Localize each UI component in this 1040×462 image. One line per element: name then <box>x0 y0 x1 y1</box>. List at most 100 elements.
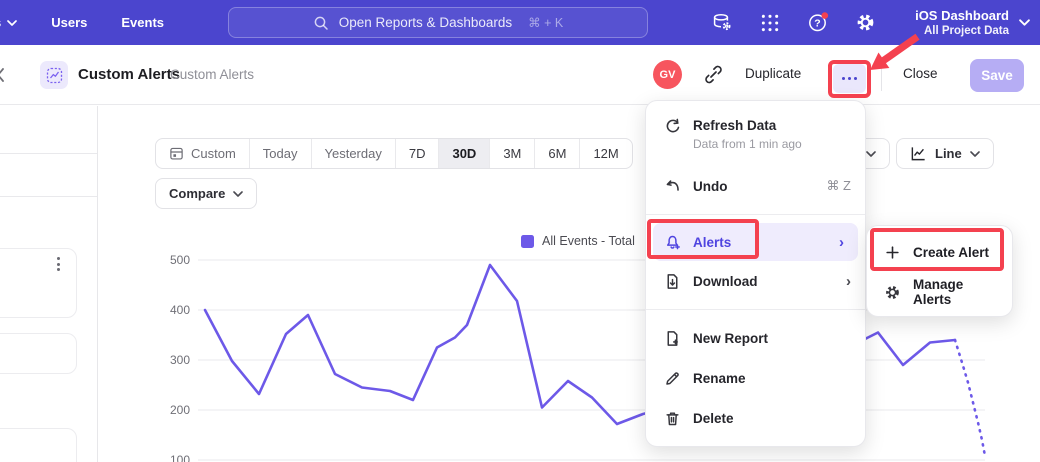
chevron-down-icon <box>233 191 243 197</box>
app-root: s Users Events Open Reports & Dashboards… <box>0 0 1040 462</box>
svg-text:200: 200 <box>170 403 190 417</box>
close-button[interactable]: Close <box>903 66 938 81</box>
nav-item-clipped[interactable]: s <box>0 15 17 30</box>
project-picker[interactable]: iOS Dashboard All Project Data <box>915 0 1030 45</box>
report-header: Custom Alerts Custom Alerts GV Duplicate… <box>0 45 1040 105</box>
chevron-down-icon <box>866 151 876 157</box>
save-button[interactable]: Save <box>970 59 1024 92</box>
nav-item-clipped-label: s <box>0 15 1 30</box>
legend-swatch <box>521 235 534 248</box>
search-shortcut: ⌘ + K <box>528 15 563 30</box>
refresh-status-text: Data from 1 min ago <box>693 137 802 151</box>
legend-label: All Events - Total <box>542 234 635 248</box>
kebab-menu-icon[interactable] <box>57 257 60 271</box>
header-divider <box>881 59 882 91</box>
apps-grid-icon[interactable] <box>758 11 781 34</box>
range-12m[interactable]: 12M <box>579 139 631 168</box>
project-name: iOS Dashboard <box>915 8 1009 24</box>
page-title: Custom Alerts <box>78 66 180 83</box>
range-6m[interactable]: 6M <box>534 139 579 168</box>
breadcrumb: Custom Alerts <box>170 67 254 82</box>
submenu-item-manage-alerts[interactable]: Manage Alerts <box>867 272 1012 312</box>
submenu-item-create-alert[interactable]: Create Alert <box>867 232 1012 272</box>
sidebar-divider <box>0 196 97 197</box>
new-report-icon <box>663 330 681 347</box>
menu-divider <box>646 214 865 215</box>
menu-item-rename[interactable]: Rename <box>646 358 865 398</box>
line-chart-icon <box>910 145 927 162</box>
svg-text:?: ? <box>814 18 820 30</box>
alerts-bell-icon <box>663 234 681 251</box>
chevron-down-icon <box>7 20 17 26</box>
menu-label: Undo <box>693 179 728 194</box>
gear-icon <box>883 284 901 301</box>
search-input[interactable]: Open Reports & Dashboards ⌘ + K <box>228 7 648 38</box>
range-custom[interactable]: Custom <box>156 139 249 168</box>
compare-button[interactable]: Compare <box>155 178 257 209</box>
alerts-submenu: Create Alert Manage Alerts <box>866 225 1013 317</box>
top-nav-bar: s Users Events Open Reports & Dashboards… <box>0 0 1040 45</box>
chevron-down-icon <box>970 151 980 157</box>
menu-item-refresh-data[interactable]: Refresh Data Data from 1 min ago <box>646 111 865 163</box>
menu-item-new-report[interactable]: New Report <box>646 318 865 358</box>
chart-legend[interactable]: All Events - Total <box>521 234 635 248</box>
calendar-icon <box>169 146 184 161</box>
help-icon[interactable]: ? <box>806 11 829 34</box>
sidebar-card[interactable] <box>0 428 77 462</box>
range-today[interactable]: Today <box>249 139 311 168</box>
menu-label: Manage Alerts <box>913 277 998 307</box>
menu-label: Delete <box>693 411 734 426</box>
rename-pencil-icon <box>663 370 681 387</box>
menu-label: Alerts <box>693 235 731 250</box>
search-icon <box>313 15 329 31</box>
nav-item-events[interactable]: Events <box>121 15 164 30</box>
svg-text:300: 300 <box>170 353 190 367</box>
range-3m[interactable]: 3M <box>489 139 534 168</box>
svg-text:100: 100 <box>170 453 190 462</box>
menu-item-delete[interactable]: Delete <box>646 398 865 438</box>
menu-divider <box>646 309 865 310</box>
avatar[interactable]: GV <box>653 60 682 89</box>
menu-label: Create Alert <box>913 245 989 260</box>
sidebar-card[interactable] <box>0 248 77 318</box>
refresh-icon <box>663 118 681 135</box>
topbar-icon-group: ? <box>710 0 877 45</box>
undo-icon <box>663 178 681 195</box>
plus-icon <box>883 245 901 260</box>
menu-label: Download <box>693 274 758 289</box>
menu-item-alerts[interactable]: Alerts › <box>653 223 858 261</box>
duplicate-button[interactable]: Duplicate <box>745 66 801 81</box>
left-sidebar <box>0 106 98 462</box>
range-yesterday[interactable]: Yesterday <box>311 139 395 168</box>
search-placeholder: Open Reports & Dashboards <box>339 15 512 30</box>
menu-label: New Report <box>693 331 768 346</box>
back-chevron-icon[interactable] <box>0 67 5 83</box>
range-30d-selected[interactable]: 30D <box>438 139 489 168</box>
undo-shortcut: ⌘ Z <box>826 178 851 194</box>
chevron-right-icon: › <box>839 235 844 250</box>
svg-text:500: 500 <box>170 253 190 267</box>
primary-nav: s Users Events <box>0 15 164 30</box>
more-options-button[interactable] <box>833 64 866 93</box>
report-icon <box>40 61 68 89</box>
delete-trash-icon <box>663 410 681 427</box>
menu-label: Rename <box>693 371 746 386</box>
menu-item-download[interactable]: Download › <box>646 261 865 301</box>
copy-link-icon[interactable] <box>703 64 725 86</box>
chevron-down-icon <box>1019 19 1030 26</box>
chevron-right-icon: › <box>846 274 851 289</box>
chart-type-button[interactable]: Line <box>896 138 994 169</box>
menu-label: Refresh Data <box>693 118 802 133</box>
project-scope: All Project Data <box>915 24 1009 38</box>
range-7d[interactable]: 7D <box>395 139 439 168</box>
svg-text:400: 400 <box>170 303 190 317</box>
sidebar-card[interactable] <box>0 333 77 374</box>
date-range-segmented-control: Custom Today Yesterday 7D 30D 3M 6M 12M <box>155 138 633 169</box>
more-options-menu: Refresh Data Data from 1 min ago Undo ⌘ … <box>645 100 866 447</box>
settings-gear-icon[interactable] <box>854 11 877 34</box>
sidebar-divider <box>0 153 97 154</box>
nav-item-users[interactable]: Users <box>51 15 87 30</box>
download-icon <box>663 273 681 290</box>
menu-item-undo[interactable]: Undo ⌘ Z <box>646 166 865 206</box>
data-management-icon[interactable] <box>710 11 733 34</box>
